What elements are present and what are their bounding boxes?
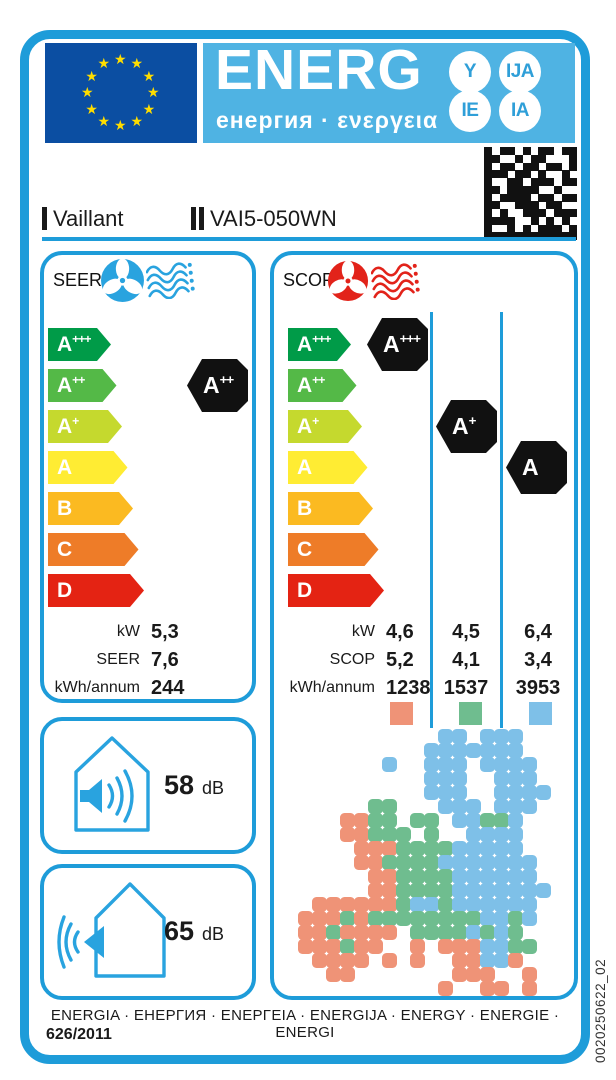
seer-kw-label: kW — [116, 623, 140, 640]
grade-arrow-c: C — [288, 533, 379, 566]
scop-eff-label: SCOP — [329, 651, 375, 668]
label-border — [20, 30, 590, 1064]
warm-air-waves-icon — [371, 263, 420, 300]
climate-column-divider-1 — [430, 312, 433, 728]
europe-climate-map — [298, 729, 551, 996]
zone-swatch-average — [459, 702, 482, 725]
badge-ia: IA — [499, 90, 541, 132]
badge-ija: IJA — [499, 51, 541, 93]
grade-arrow-a: A — [288, 451, 368, 484]
cooling-fan-icon — [101, 258, 144, 302]
scop-kw-colder: 6,4 — [524, 621, 552, 643]
grade-arrow-d: D — [48, 574, 144, 607]
outdoor-noise-icon — [57, 882, 166, 978]
header-banner: ENERG енергия · ενεργεια Y IJA IE IA — [203, 38, 575, 143]
scop-rating-indicator-a+++: A +++ — [367, 318, 428, 371]
flag-star-icon: ★ — [85, 100, 98, 117]
seer-annum-value: 244 — [151, 677, 185, 699]
flag-star-icon: ★ — [142, 67, 156, 84]
model-numeral-ii-2 — [199, 207, 204, 230]
seer-kw-value: 5,3 — [151, 621, 179, 643]
scop-label: SCOP — [283, 270, 335, 290]
energ-subtitle: енергия · ενεργεια — [216, 107, 439, 133]
energ-title: ENERG — [215, 38, 423, 102]
badge-y: Y — [449, 51, 491, 93]
badge-ie: IE — [449, 90, 491, 132]
grade-arrow-b: B — [288, 492, 373, 525]
outdoor-noise-unit: dB — [202, 924, 225, 944]
indoor-noise-icon — [74, 736, 150, 832]
scop-kw-warmer: 4,5 — [452, 621, 480, 643]
flag-star-icon: ★ — [142, 100, 156, 117]
document-code-vertical: 0020250622_02 — [593, 958, 608, 1063]
zone-swatch-warmer — [390, 702, 413, 725]
flag-star-icon: ★ — [147, 84, 160, 100]
scop-annum-colder: 3953 — [515, 677, 561, 699]
scop-annum-label: kWh/annum — [289, 679, 375, 696]
grade-arrow-a++: A ++ — [48, 369, 117, 402]
supplier-name: Vaillant — [53, 206, 124, 231]
scop-eff-warmer: 4,1 — [452, 649, 480, 671]
scop-scale: A +++ A ++ A + A B C D — [288, 328, 448, 608]
model-identifier: VAI5-050WN — [210, 206, 337, 231]
indoor-noise-value: 58 — [164, 770, 195, 800]
seer-rating-indicator-a++: A ++ — [187, 359, 248, 412]
grade-arrow-b: B — [48, 492, 133, 525]
scop-annum-warmer: 1537 — [443, 677, 489, 699]
model-numeral-ii-1 — [191, 207, 196, 230]
regulation-number: 626/2011 — [46, 1026, 112, 1043]
seer-eff-value: 7,6 — [151, 649, 179, 671]
grade-arrow-a+++: A +++ — [288, 328, 351, 361]
scop-rating-indicator-a: A — [506, 441, 567, 494]
eu-flag: ★ ★ ★ ★ ★ ★ ★ ★ ★ ★ ★ ★ — [45, 43, 197, 143]
grade-arrow-c: C — [48, 533, 139, 566]
energy-languages-line: ENERGIA · ЕНЕРГИЯ · ΕΝΕΡΓΕΙΑ · ENERGIJA … — [50, 1007, 560, 1041]
flag-star-icon: ★ — [114, 117, 127, 133]
grade-arrow-a++: A ++ — [288, 369, 357, 402]
grade-arrow-a: A — [48, 451, 128, 484]
indoor-noise-unit: dB — [202, 778, 225, 798]
scop-eff-colder: 3,4 — [524, 649, 552, 671]
grade-arrow-d: D — [288, 574, 384, 607]
cool-air-waves-icon — [146, 262, 195, 299]
flag-star-icon: ★ — [114, 51, 127, 67]
flag-star-icon: ★ — [97, 112, 111, 129]
grade-arrow-a+: A + — [48, 410, 122, 443]
flag-star-icon: ★ — [81, 84, 94, 100]
seer-label: SEER — [53, 270, 103, 290]
supplier-numeral-i — [42, 207, 47, 230]
climate-column-divider-2 — [500, 312, 503, 728]
flag-star-icon: ★ — [85, 67, 98, 84]
header-divider — [42, 237, 576, 241]
grade-arrow-a+: A + — [288, 410, 362, 443]
datamatrix-code — [484, 147, 578, 241]
scop-kw-label: kW — [351, 623, 375, 640]
grade-arrow-a+++: A +++ — [48, 328, 111, 361]
outdoor-noise-value: 65 — [164, 916, 195, 946]
scop-eff-average: 5,2 — [386, 649, 414, 671]
heating-fan-icon — [327, 260, 369, 302]
flag-star-icon: ★ — [130, 112, 144, 129]
flag-star-icon: ★ — [97, 55, 111, 72]
seer-annum-label: kWh/annum — [54, 679, 140, 696]
seer-eff-label: SEER — [96, 651, 140, 668]
flag-star-icon: ★ — [130, 55, 144, 72]
scop-rating-indicator-a+: A + — [436, 400, 497, 453]
seer-scale: A +++ A ++ A + A B C D — [48, 328, 208, 608]
scop-kw-average: 4,6 — [386, 621, 414, 643]
scop-annum-average: 1238 — [386, 677, 431, 699]
zone-swatch-colder — [529, 702, 552, 725]
